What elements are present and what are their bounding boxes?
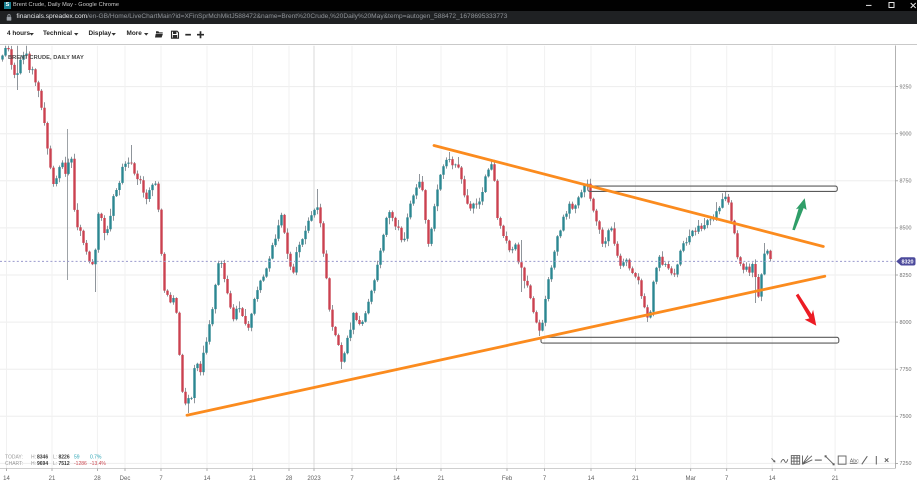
svg-text:14: 14 [393,476,400,482]
svg-text:59: 59 [74,455,80,461]
svg-text:H:: H: [31,461,36,467]
svg-text:7750: 7750 [900,367,912,373]
svg-text:7: 7 [725,476,729,482]
svg-text:7: 7 [159,476,163,482]
svg-text:14: 14 [588,476,595,482]
svg-text:L:: L: [53,461,57,467]
svg-text:9250: 9250 [900,84,912,90]
svg-text:21: 21 [249,476,256,482]
svg-text:21: 21 [49,476,56,482]
svg-text:7512: 7512 [59,461,70,467]
svg-text:BRENT CRUDE, DAILY MAY: BRENT CRUDE, DAILY MAY [8,55,84,61]
svg-text:H:: H: [31,455,36,461]
svg-text:14: 14 [3,476,10,482]
svg-text:Feb: Feb [502,476,513,482]
svg-text:8320: 8320 [902,260,914,266]
svg-text:-13.4%: -13.4% [90,461,106,467]
svg-text:14: 14 [204,476,211,482]
svg-text:28: 28 [94,476,101,482]
svg-text:Mar: Mar [686,476,696,482]
svg-text:L:: L: [53,455,57,461]
svg-text:Dec: Dec [120,476,131,482]
svg-text:7500: 7500 [900,414,912,420]
svg-text:8750: 8750 [900,179,912,185]
svg-text:14: 14 [769,476,776,482]
svg-text:21: 21 [632,476,639,482]
svg-text:TODAY:: TODAY: [5,455,23,461]
svg-text:0.7%: 0.7% [90,455,102,461]
svg-text:7250: 7250 [900,461,912,467]
svg-text:8250: 8250 [900,273,912,279]
svg-text:Abc: Abc [850,459,859,465]
svg-text:21: 21 [438,476,445,482]
svg-text:2023: 2023 [307,476,321,482]
svg-text:9000: 9000 [900,132,912,138]
svg-text:7: 7 [543,476,547,482]
svg-text:28: 28 [286,476,293,482]
svg-text:8500: 8500 [900,226,912,232]
svg-text:8000: 8000 [900,320,912,326]
svg-text:7: 7 [350,476,354,482]
svg-text:-1286: -1286 [74,461,87,467]
svg-text:8226: 8226 [59,455,70,461]
svg-text:CHART:: CHART: [5,461,23,467]
svg-text:21: 21 [832,476,839,482]
svg-text:8346: 8346 [37,455,48,461]
svg-text:9694: 9694 [37,461,48,467]
